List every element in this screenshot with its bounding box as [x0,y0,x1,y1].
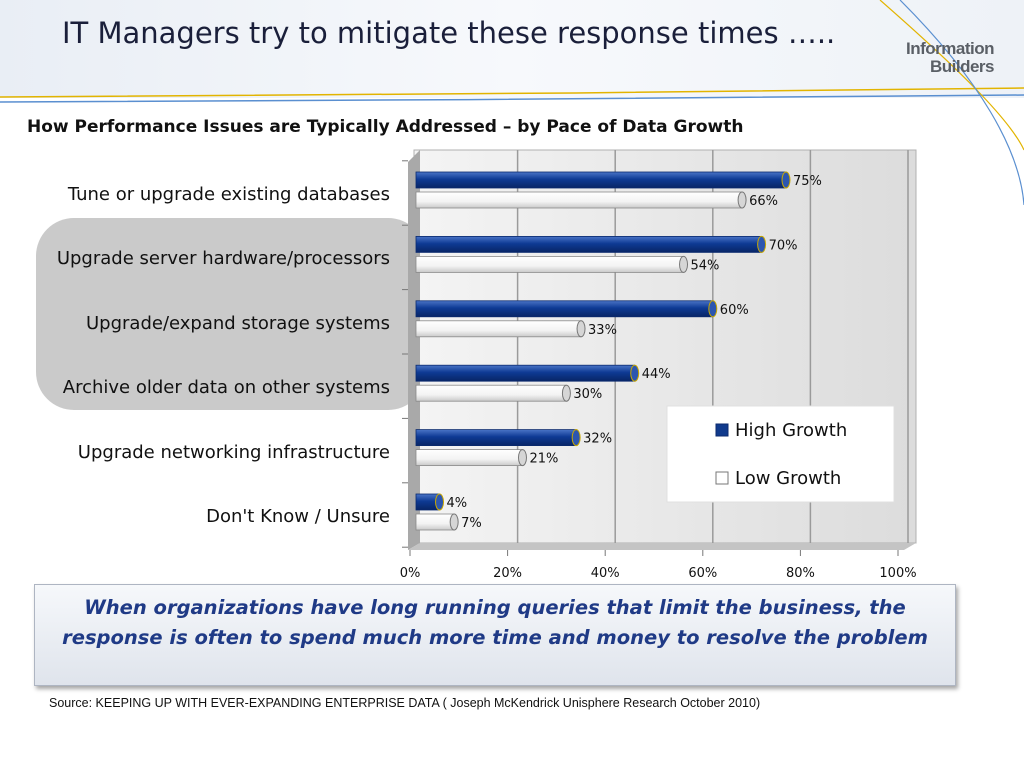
bar-cap [679,255,689,273]
bar-cap [576,320,586,338]
chart-title: How Performance Issues are Typically Add… [27,117,744,137]
bar-body [415,191,743,209]
category-label: Tune or upgrade existing databases [67,184,390,205]
legend-swatch [715,423,729,437]
bar-high-growth: 60% [415,300,749,318]
plot-floor [408,543,916,550]
data-label: 66% [749,194,778,209]
bar-low-growth: 7% [415,513,482,531]
bar-body [415,171,787,189]
bar-cap [708,300,718,318]
bar-low-growth: 30% [415,384,602,402]
legend: High Growth Low Growth [666,405,895,503]
category-label: Upgrade/expand storage systems [86,312,390,334]
bar-high-growth: 32% [415,429,612,447]
data-label: 21% [529,452,558,467]
bar-low-growth: 66% [415,191,778,209]
bar-high-growth: 44% [415,364,671,382]
bar-low-growth: 21% [415,449,558,467]
bar-body [415,364,636,382]
data-label: 54% [691,258,720,273]
bar-high-growth: 4% [415,493,468,511]
bar-cap [449,513,459,531]
bar-cap [561,384,571,402]
data-label: 30% [573,387,602,402]
header-swoosh [0,87,1024,98]
x-tick-label: 80% [786,566,815,581]
callout-text: When organizations have long running que… [62,596,928,649]
legend-box [666,405,895,503]
bar-cap [757,235,767,253]
x-axis: 0% 20% 40% 60% 80% 100% [400,160,917,581]
data-label: 75% [793,174,822,189]
data-label: 60% [720,303,749,318]
bar-low-growth: 54% [415,255,720,273]
bar-body [415,449,523,467]
bar-low-growth: 33% [415,320,617,338]
bar-body [415,235,763,253]
x-tick-label: 100% [879,566,916,581]
data-label: 32% [583,432,612,447]
category-label: Upgrade server hardware/processors [56,248,390,270]
bar-body [415,513,455,531]
header-swoosh [0,94,1024,103]
legend-swatch [715,471,729,485]
x-tick-label: 60% [688,566,717,581]
bar-body [415,384,567,402]
callout-box: When organizations have long running que… [34,584,956,686]
category-label: Upgrade networking infrastructure [77,441,390,463]
bar-body [415,300,714,318]
bar-high-growth: 70% [415,235,798,253]
bar-body [415,320,582,338]
data-label: 70% [769,238,798,253]
plot-side-wall [408,150,420,550]
bar-cap [517,449,527,467]
data-label: 4% [447,496,468,511]
source-citation: Source: KEEPING UP WITH EVER-EXPANDING E… [49,696,761,710]
category-label: Archive older data on other systems [62,377,390,399]
legend-label: High Growth [735,420,847,441]
information-builders-logo: Information Builders [906,39,995,76]
x-tick-label: 40% [591,566,620,581]
x-tick-label: 20% [493,566,522,581]
bars: 75% 66% 70% 54% 60% 33% 44% 30% 32% 21% 4% 7% [415,171,822,531]
data-label: 44% [642,367,671,382]
bar-cap [630,364,640,382]
data-label: 7% [461,516,482,531]
slide-title: IT Managers try to mitigate these respon… [62,16,836,50]
data-label: 33% [588,323,617,338]
bar-body [415,255,684,273]
x-tick-label: 0% [400,566,421,581]
bar-cap [737,191,747,209]
bar-cap [571,429,581,447]
bar-cap [435,493,445,511]
category-label: Don't Know / Unsure [206,506,390,527]
bar-body [415,429,577,447]
highlight-box [36,218,426,410]
legend-label: Low Growth [735,468,841,489]
bar-high-growth: 75% [415,171,822,189]
bar-cap [781,171,791,189]
